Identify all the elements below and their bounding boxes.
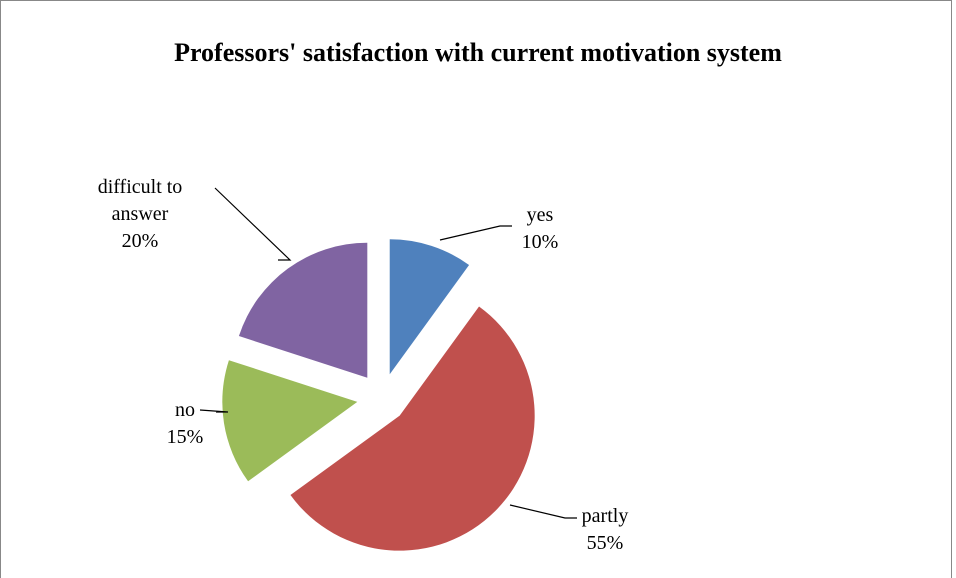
slice-value-label: 10% bbox=[521, 231, 559, 253]
leader-line bbox=[214, 187, 292, 261]
slice-value-label: 55% bbox=[586, 532, 624, 554]
slice-label: no bbox=[175, 399, 195, 421]
slice-value-label: 20% bbox=[121, 230, 159, 252]
chart-title: Professors' satisfaction with current mo… bbox=[174, 38, 782, 67]
pie-slice bbox=[290, 306, 535, 551]
slice-label: partly bbox=[581, 505, 629, 527]
pie-slice bbox=[222, 360, 358, 482]
slice-label: difficult to answer bbox=[97, 176, 183, 225]
slice-value-label: 15% bbox=[166, 426, 204, 448]
pie-slice bbox=[389, 239, 470, 375]
slice-label: yes bbox=[526, 204, 554, 226]
leader-line bbox=[199, 409, 229, 413]
leader-line bbox=[439, 225, 512, 241]
pie-slice bbox=[238, 242, 368, 378]
leader-line bbox=[509, 504, 577, 519]
